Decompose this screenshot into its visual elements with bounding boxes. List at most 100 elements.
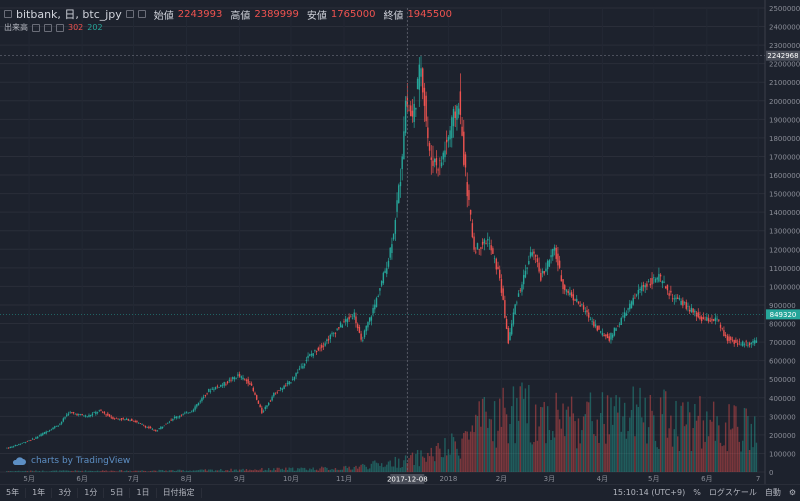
percent-toggle[interactable]: % (693, 488, 701, 497)
candle-body (512, 312, 515, 325)
range-1d[interactable]: 1日 (130, 488, 157, 498)
symbol-title[interactable]: bitbank, 日, btc_jpy (16, 8, 122, 21)
volume-bar (343, 466, 345, 472)
volume-bar (7, 471, 10, 472)
chart-header: bitbank, 日, btc_jpy 始値 2243993 高値 238999… (4, 6, 452, 22)
volume-bar (18, 470, 20, 472)
candle-body (115, 418, 118, 419)
candle-body (346, 318, 349, 323)
volume-bar (682, 402, 684, 472)
date-range-button[interactable]: 日付指定 (157, 488, 202, 498)
close-icon[interactable] (137, 10, 146, 18)
volume-bar (468, 439, 470, 472)
candle-body (576, 298, 578, 302)
volume-bar (74, 470, 77, 472)
candle-body (14, 444, 17, 447)
volume-bar (334, 467, 337, 472)
volume-bar (665, 391, 667, 472)
volume-bar (76, 470, 78, 472)
range-3m[interactable]: 3分 (52, 488, 79, 498)
collapse-icon[interactable] (4, 10, 12, 18)
volume-label[interactable]: 出来高 (4, 23, 28, 32)
volume-bar (100, 471, 102, 472)
candle-body (113, 418, 116, 420)
candle-body (327, 339, 330, 341)
candle-body (569, 292, 571, 296)
y-tick-label: 500000 (769, 376, 796, 384)
volume-bar (226, 470, 229, 472)
volume-bar (398, 458, 400, 472)
volume-bar (348, 466, 350, 472)
volume-bar (93, 471, 95, 472)
volume-bar (567, 406, 569, 472)
candle-body (348, 316, 350, 320)
candle-body (124, 419, 126, 420)
candle-body (309, 354, 311, 356)
volume-bar (394, 456, 397, 472)
volume-bar (108, 471, 111, 472)
volume-bar (331, 469, 333, 472)
candle-body (202, 396, 205, 398)
volume-bar (329, 469, 332, 472)
candle-body (680, 300, 682, 305)
candle-body (396, 200, 398, 212)
close-icon[interactable] (56, 23, 64, 32)
candle-body (610, 333, 612, 340)
y-tick-label: 700000 (769, 339, 796, 347)
volume-bar (526, 423, 528, 472)
candle-body (184, 412, 186, 414)
y-tick-label: 1000000 (769, 283, 800, 291)
range-1y[interactable]: 1年 (26, 488, 53, 498)
tradingview-watermark[interactable]: charts by TradingView (12, 456, 130, 466)
volume-bar (324, 466, 326, 472)
gear-icon[interactable]: ⚙ (788, 488, 796, 497)
candle-body (64, 417, 66, 419)
candle-body (233, 377, 236, 380)
log-scale-toggle[interactable]: ログスケール (708, 488, 757, 497)
candle-body (351, 318, 354, 319)
range-5y[interactable]: 5年 (0, 488, 27, 498)
volume-bar (209, 469, 212, 472)
volume-bar (221, 470, 224, 472)
candle-body (733, 340, 735, 344)
candle-body (315, 350, 318, 352)
candle-body (345, 319, 347, 322)
volume-bar (372, 461, 374, 472)
volume-bar (220, 468, 222, 472)
candle-body (735, 339, 737, 343)
range-1m[interactable]: 1分 (78, 488, 105, 498)
volume-bar (688, 412, 691, 472)
volume-bar (211, 469, 213, 472)
volume-bar (534, 404, 537, 472)
candle-body (120, 418, 123, 420)
candle-body (427, 127, 429, 139)
y-tick-label: 1400000 (769, 209, 800, 217)
settings-icon[interactable] (125, 10, 134, 18)
volume-bar (47, 471, 49, 473)
candle-body (613, 327, 616, 336)
volume-bar (175, 470, 177, 472)
volume-bar (735, 406, 737, 472)
y-tick-label: 2300000 (769, 42, 800, 50)
candle-body (529, 252, 532, 257)
volume-bar (742, 440, 744, 472)
volume-bar (548, 430, 551, 472)
candle-body (404, 100, 407, 133)
candle-body (259, 404, 261, 408)
volume-bar (579, 443, 581, 472)
candle-body (745, 341, 747, 343)
volume-bar (40, 471, 42, 473)
volume-bar (694, 404, 696, 472)
candle-body (620, 318, 622, 325)
auto-scale-toggle[interactable]: 自動 (764, 488, 781, 497)
range-5d[interactable]: 5日 (104, 488, 131, 498)
volume-bar (613, 406, 616, 472)
x-tick-label: 5月 (648, 475, 659, 483)
eye-icon[interactable] (32, 23, 40, 32)
candle-body (416, 78, 419, 89)
candle-body (19, 443, 22, 445)
candle-body (596, 326, 598, 331)
settings-icon[interactable] (44, 23, 52, 32)
volume-bar (36, 471, 39, 472)
